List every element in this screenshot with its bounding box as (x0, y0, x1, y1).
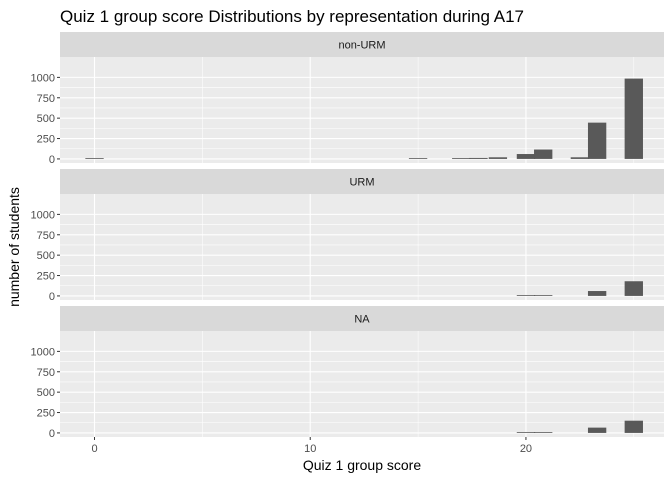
facet-strip (60, 32, 664, 57)
y-axis-title: number of students (6, 187, 22, 307)
x-tick-label: 10 (304, 443, 316, 455)
facet-strip-label: non-URM (338, 40, 385, 52)
bar (624, 420, 643, 433)
bar (516, 154, 536, 159)
x-tick-label: 20 (520, 443, 532, 455)
facet-strip-label: NA (354, 314, 370, 326)
panel-background (60, 57, 664, 163)
y-tick-label: 250 (37, 408, 55, 420)
facet-panels: non-URM02505007501000URM02505007501000NA… (31, 32, 664, 455)
bar (587, 291, 607, 296)
y-tick-label: 0 (49, 291, 55, 303)
bar (452, 158, 471, 159)
panel-background (60, 331, 664, 437)
x-tick-label: 0 (91, 443, 97, 455)
bar (534, 432, 553, 433)
bar (488, 157, 508, 159)
bar (408, 158, 428, 159)
bar (469, 157, 488, 159)
y-tick-label: 0 (49, 154, 55, 166)
x-axis: 0 10 20 (91, 437, 532, 455)
x-axis-title: Quiz 1 group score (303, 457, 421, 473)
y-tick-label: 500 (37, 387, 55, 399)
y-tick-label: 500 (37, 250, 55, 262)
y-tick-label: 750 (37, 367, 55, 379)
bar (587, 122, 607, 159)
bar (516, 295, 536, 296)
y-tick-label: 500 (37, 113, 55, 125)
bar (587, 427, 607, 433)
y-tick-label: 250 (37, 134, 55, 146)
y-tick-label: 750 (37, 93, 55, 105)
panel-background (60, 194, 664, 300)
bar (534, 149, 553, 159)
bar (534, 295, 553, 296)
facet-strip (60, 306, 664, 331)
bar (624, 281, 643, 296)
y-tick-label: 0 (49, 428, 55, 440)
facet-strip (60, 169, 664, 194)
y-tick-label: 1000 (31, 346, 55, 358)
y-tick-label: 1000 (31, 209, 55, 221)
bar (85, 158, 104, 159)
y-tick-label: 750 (37, 230, 55, 242)
facet-strip-label: URM (349, 177, 374, 189)
facet-non-urm: non-URM 0 250 500 750 1000 (31, 32, 664, 166)
y-tick-label: 250 (37, 271, 55, 283)
facet-na: NA 0 250 500 750 1000 (31, 306, 664, 440)
bar (516, 432, 536, 433)
bar (624, 78, 643, 159)
y-tick-label: 1000 (31, 72, 55, 84)
facet-urm: URM 0 250 500 750 1000 (31, 169, 664, 303)
chart-title: Quiz 1 group score Distributions by repr… (60, 7, 524, 26)
bar (570, 157, 590, 159)
